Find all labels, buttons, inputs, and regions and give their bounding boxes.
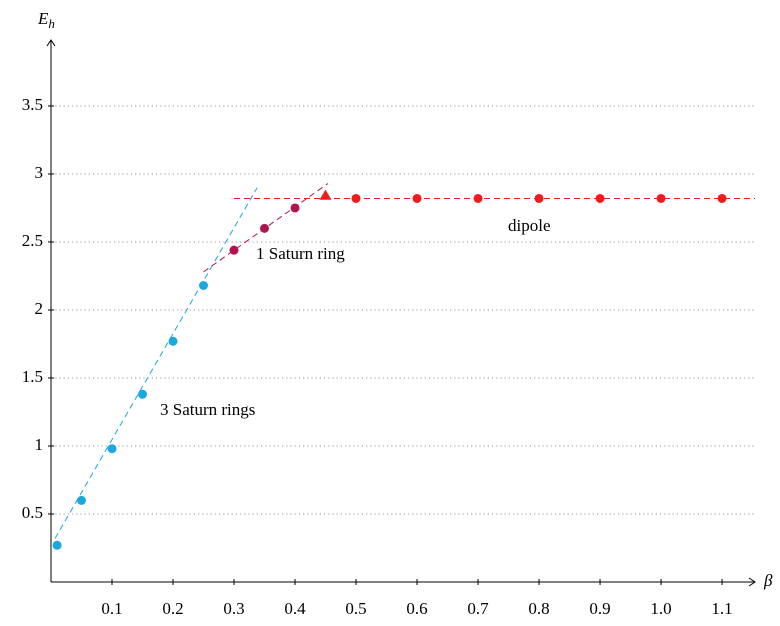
point xyxy=(473,193,483,203)
x-axis-label: β xyxy=(763,571,773,590)
x-tick-label: 0.1 xyxy=(101,599,122,618)
x-tick-label: 0.6 xyxy=(406,599,427,618)
x-tick-label: 0.7 xyxy=(467,599,489,618)
point xyxy=(290,203,300,213)
point xyxy=(168,336,178,346)
y-axis-label: Eh xyxy=(37,9,55,31)
y-axis-label-sub: h xyxy=(48,16,55,31)
point xyxy=(412,193,422,203)
point xyxy=(656,193,666,203)
y-tick-label: 2 xyxy=(35,299,44,318)
fit-line xyxy=(203,183,329,273)
y-tick-label: 0.5 xyxy=(22,503,43,522)
x-tick-label: 1.0 xyxy=(650,599,671,618)
y-tick-label: 3.5 xyxy=(22,95,43,114)
point xyxy=(351,193,361,203)
y-tick-label: 1 xyxy=(35,435,44,454)
point xyxy=(717,193,727,203)
series-label: dipole xyxy=(508,216,551,235)
y-axis-label-main: E xyxy=(37,9,49,28)
y-tick-label: 1.5 xyxy=(22,367,43,386)
point xyxy=(260,223,270,233)
point xyxy=(138,389,148,399)
x-tick-label: 0.3 xyxy=(223,599,244,618)
y-axis-arrow xyxy=(46,39,56,47)
x-tick-label: 0.2 xyxy=(162,599,183,618)
point xyxy=(77,495,87,505)
series-label: 3 Saturn rings xyxy=(160,400,255,419)
point xyxy=(199,280,209,290)
point xyxy=(595,193,605,203)
x-axis-arrow xyxy=(748,577,756,587)
x-tick-label: 1.1 xyxy=(711,599,732,618)
series-label: 1 Saturn ring xyxy=(256,244,345,263)
fit-line xyxy=(54,187,258,539)
point xyxy=(107,444,117,454)
point xyxy=(229,245,239,255)
x-tick-label: 0.9 xyxy=(589,599,610,618)
x-tick-label: 0.5 xyxy=(345,599,366,618)
point xyxy=(534,193,544,203)
y-tick-label: 2.5 xyxy=(22,231,43,250)
triangle-point xyxy=(319,189,332,200)
x-tick-label: 0.4 xyxy=(284,599,306,618)
x-tick-label: 0.8 xyxy=(528,599,549,618)
y-tick-label: 3 xyxy=(35,163,44,182)
point xyxy=(52,540,62,550)
